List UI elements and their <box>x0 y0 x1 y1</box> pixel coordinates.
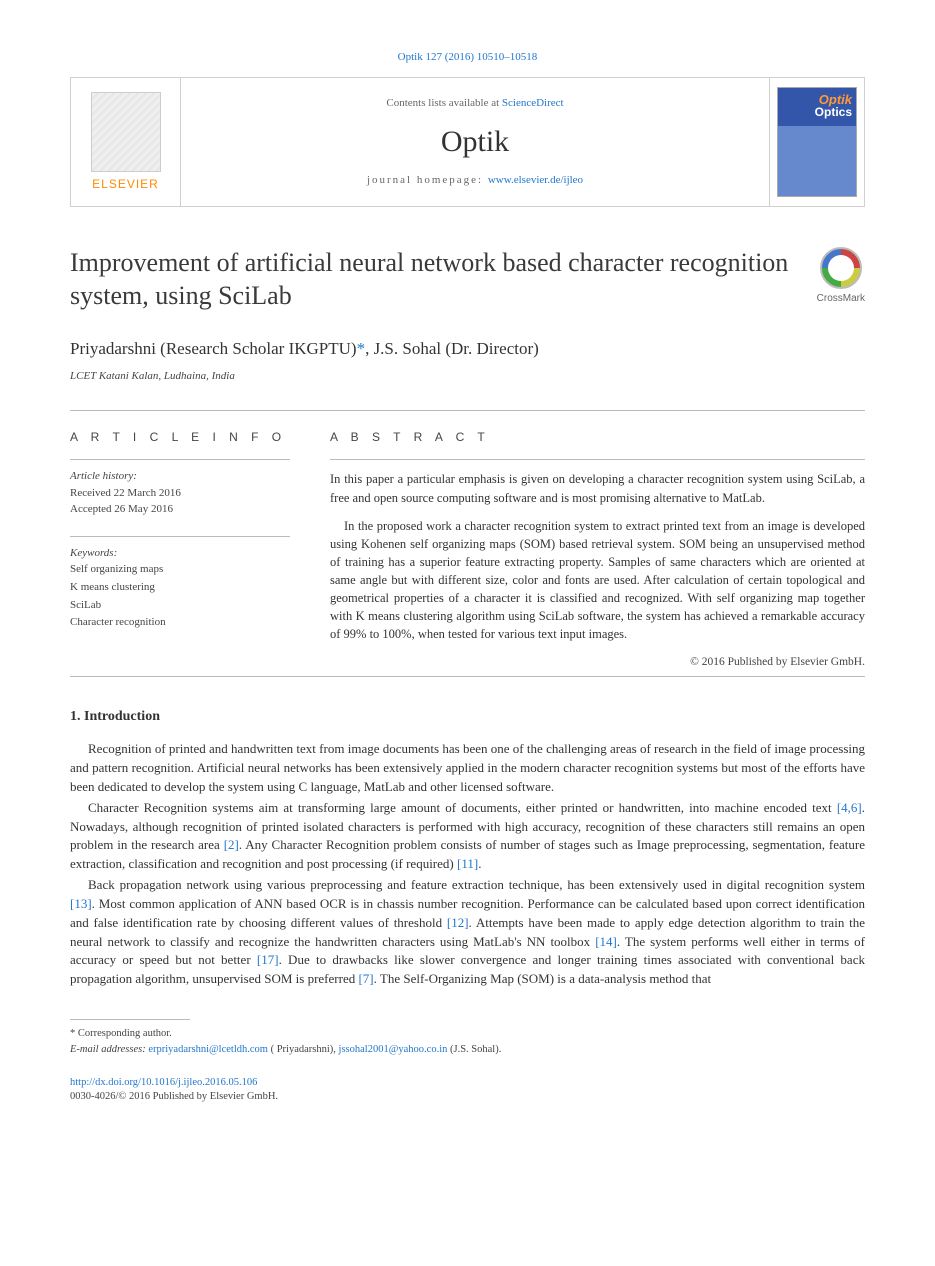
intro-p1: Recognition of printed and handwritten t… <box>70 740 865 797</box>
p3f: . The Self-Organizing Map (SOM) is a dat… <box>374 971 711 986</box>
abstract-p1: In this paper a particular emphasis is g… <box>330 470 865 506</box>
keyword: K means clustering <box>70 579 290 597</box>
intro-body: Recognition of printed and handwritten t… <box>70 740 865 989</box>
footnotes: * Corresponding author. E-mail addresses… <box>70 1026 865 1058</box>
footnote-rule <box>70 1019 190 1020</box>
journal-name: Optik <box>441 121 509 163</box>
elsevier-tree-icon <box>91 92 161 172</box>
p2a: Character Recognition systems aim at tra… <box>88 800 837 815</box>
crossmark-icon <box>820 247 862 289</box>
ref-link[interactable]: [14] <box>595 934 617 949</box>
homepage-prefix: journal homepage: <box>367 174 488 186</box>
ref-link[interactable]: [7] <box>358 971 373 986</box>
history-label: Article history: <box>70 468 290 485</box>
homepage-line: journal homepage: www.elsevier.de/ijleo <box>367 173 583 188</box>
citation-line: Optik 127 (2016) 10510–10518 <box>70 50 865 65</box>
article-info-col: A R T I C L E I N F O Article history: R… <box>70 429 290 670</box>
ref-link[interactable]: [11] <box>457 856 478 871</box>
info-rule-1 <box>70 459 290 460</box>
article-history: Article history: Received 22 March 2016 … <box>70 468 290 518</box>
authors-line: Priyadarshni (Research Scholar IKGPTU)*,… <box>70 337 865 361</box>
keyword: SciLab <box>70 597 290 615</box>
corresponding-asterisk: * <box>357 339 366 358</box>
p3a: Back propagation network using various p… <box>88 877 865 892</box>
publisher-block: ELSEVIER <box>71 78 181 206</box>
crossmark-badge[interactable]: CrossMark <box>817 247 865 306</box>
received-date: Received 22 March 2016 <box>70 485 290 502</box>
affiliation: LCET Katani Kalan, Ludhaina, India <box>70 369 865 384</box>
author-sep: , <box>365 339 374 358</box>
ref-link[interactable]: [13] <box>70 896 92 911</box>
rule-mid <box>70 676 865 677</box>
email-link-2[interactable]: jssohal2001@yahoo.co.in <box>339 1044 448 1055</box>
homepage-url[interactable]: www.elsevier.de/ijleo <box>488 174 583 186</box>
author-2: J.S. Sohal (Dr. Director) <box>374 339 539 358</box>
doi-block: http://dx.doi.org/10.1016/j.ijleo.2016.0… <box>70 1076 865 1105</box>
journal-cover-icon <box>777 87 857 197</box>
section-heading-intro: 1. Introduction <box>70 707 865 727</box>
cover-block <box>769 78 864 206</box>
email-link-1[interactable]: erpriyadarshni@lcetldh.com <box>148 1044 268 1055</box>
masthead: ELSEVIER Contents lists available at Sci… <box>70 77 865 207</box>
emails-label: E-mail addresses: <box>70 1044 148 1055</box>
info-rule-2 <box>70 536 290 537</box>
abstract-copyright: © 2016 Published by Elsevier GmbH. <box>330 654 865 670</box>
sciencedirect-link[interactable]: ScienceDirect <box>502 97 564 109</box>
intro-p2: Character Recognition systems aim at tra… <box>70 799 865 874</box>
email-name-1: ( Priyadarshni), <box>268 1044 339 1055</box>
corresponding-note: * Corresponding author. <box>70 1026 865 1042</box>
ref-link[interactable]: [12] <box>447 915 469 930</box>
abstract-col: A B S T R A C T In this paper a particul… <box>330 429 865 670</box>
email-name-2: (J.S. Sohal). <box>447 1044 501 1055</box>
doi-link[interactable]: http://dx.doi.org/10.1016/j.ijleo.2016.0… <box>70 1077 257 1088</box>
article-info-label: A R T I C L E I N F O <box>70 429 290 446</box>
publisher-label: ELSEVIER <box>92 176 159 193</box>
ref-link[interactable]: [4,6] <box>837 800 862 815</box>
p2d: . <box>478 856 481 871</box>
abstract-rule <box>330 459 865 460</box>
ref-link[interactable]: [17] <box>257 952 279 967</box>
keyword: Self organizing maps <box>70 561 290 579</box>
masthead-center: Contents lists available at ScienceDirec… <box>181 78 769 206</box>
abstract-p2: In the proposed work a character recogni… <box>330 517 865 644</box>
abstract-label: A B S T R A C T <box>330 429 865 446</box>
keywords-block: Keywords: Self organizing maps K means c… <box>70 545 290 632</box>
keyword: Character recognition <box>70 614 290 632</box>
keywords-label: Keywords: <box>70 545 290 562</box>
contents-text: Contents lists available at <box>386 97 501 109</box>
rule-top <box>70 410 865 411</box>
ref-link[interactable]: [2] <box>224 837 239 852</box>
author-1: Priyadarshni (Research Scholar IKGPTU) <box>70 339 357 358</box>
contents-available-line: Contents lists available at ScienceDirec… <box>386 96 563 111</box>
intro-p3: Back propagation network using various p… <box>70 876 865 989</box>
article-title: Improvement of artificial neural network… <box>70 247 797 312</box>
issn-line: 0030-4026/© 2016 Published by Elsevier G… <box>70 1090 865 1105</box>
emails-line: E-mail addresses: erpriyadarshni@lcetldh… <box>70 1042 865 1058</box>
crossmark-label: CrossMark <box>817 292 865 306</box>
accepted-date: Accepted 26 May 2016 <box>70 501 290 518</box>
